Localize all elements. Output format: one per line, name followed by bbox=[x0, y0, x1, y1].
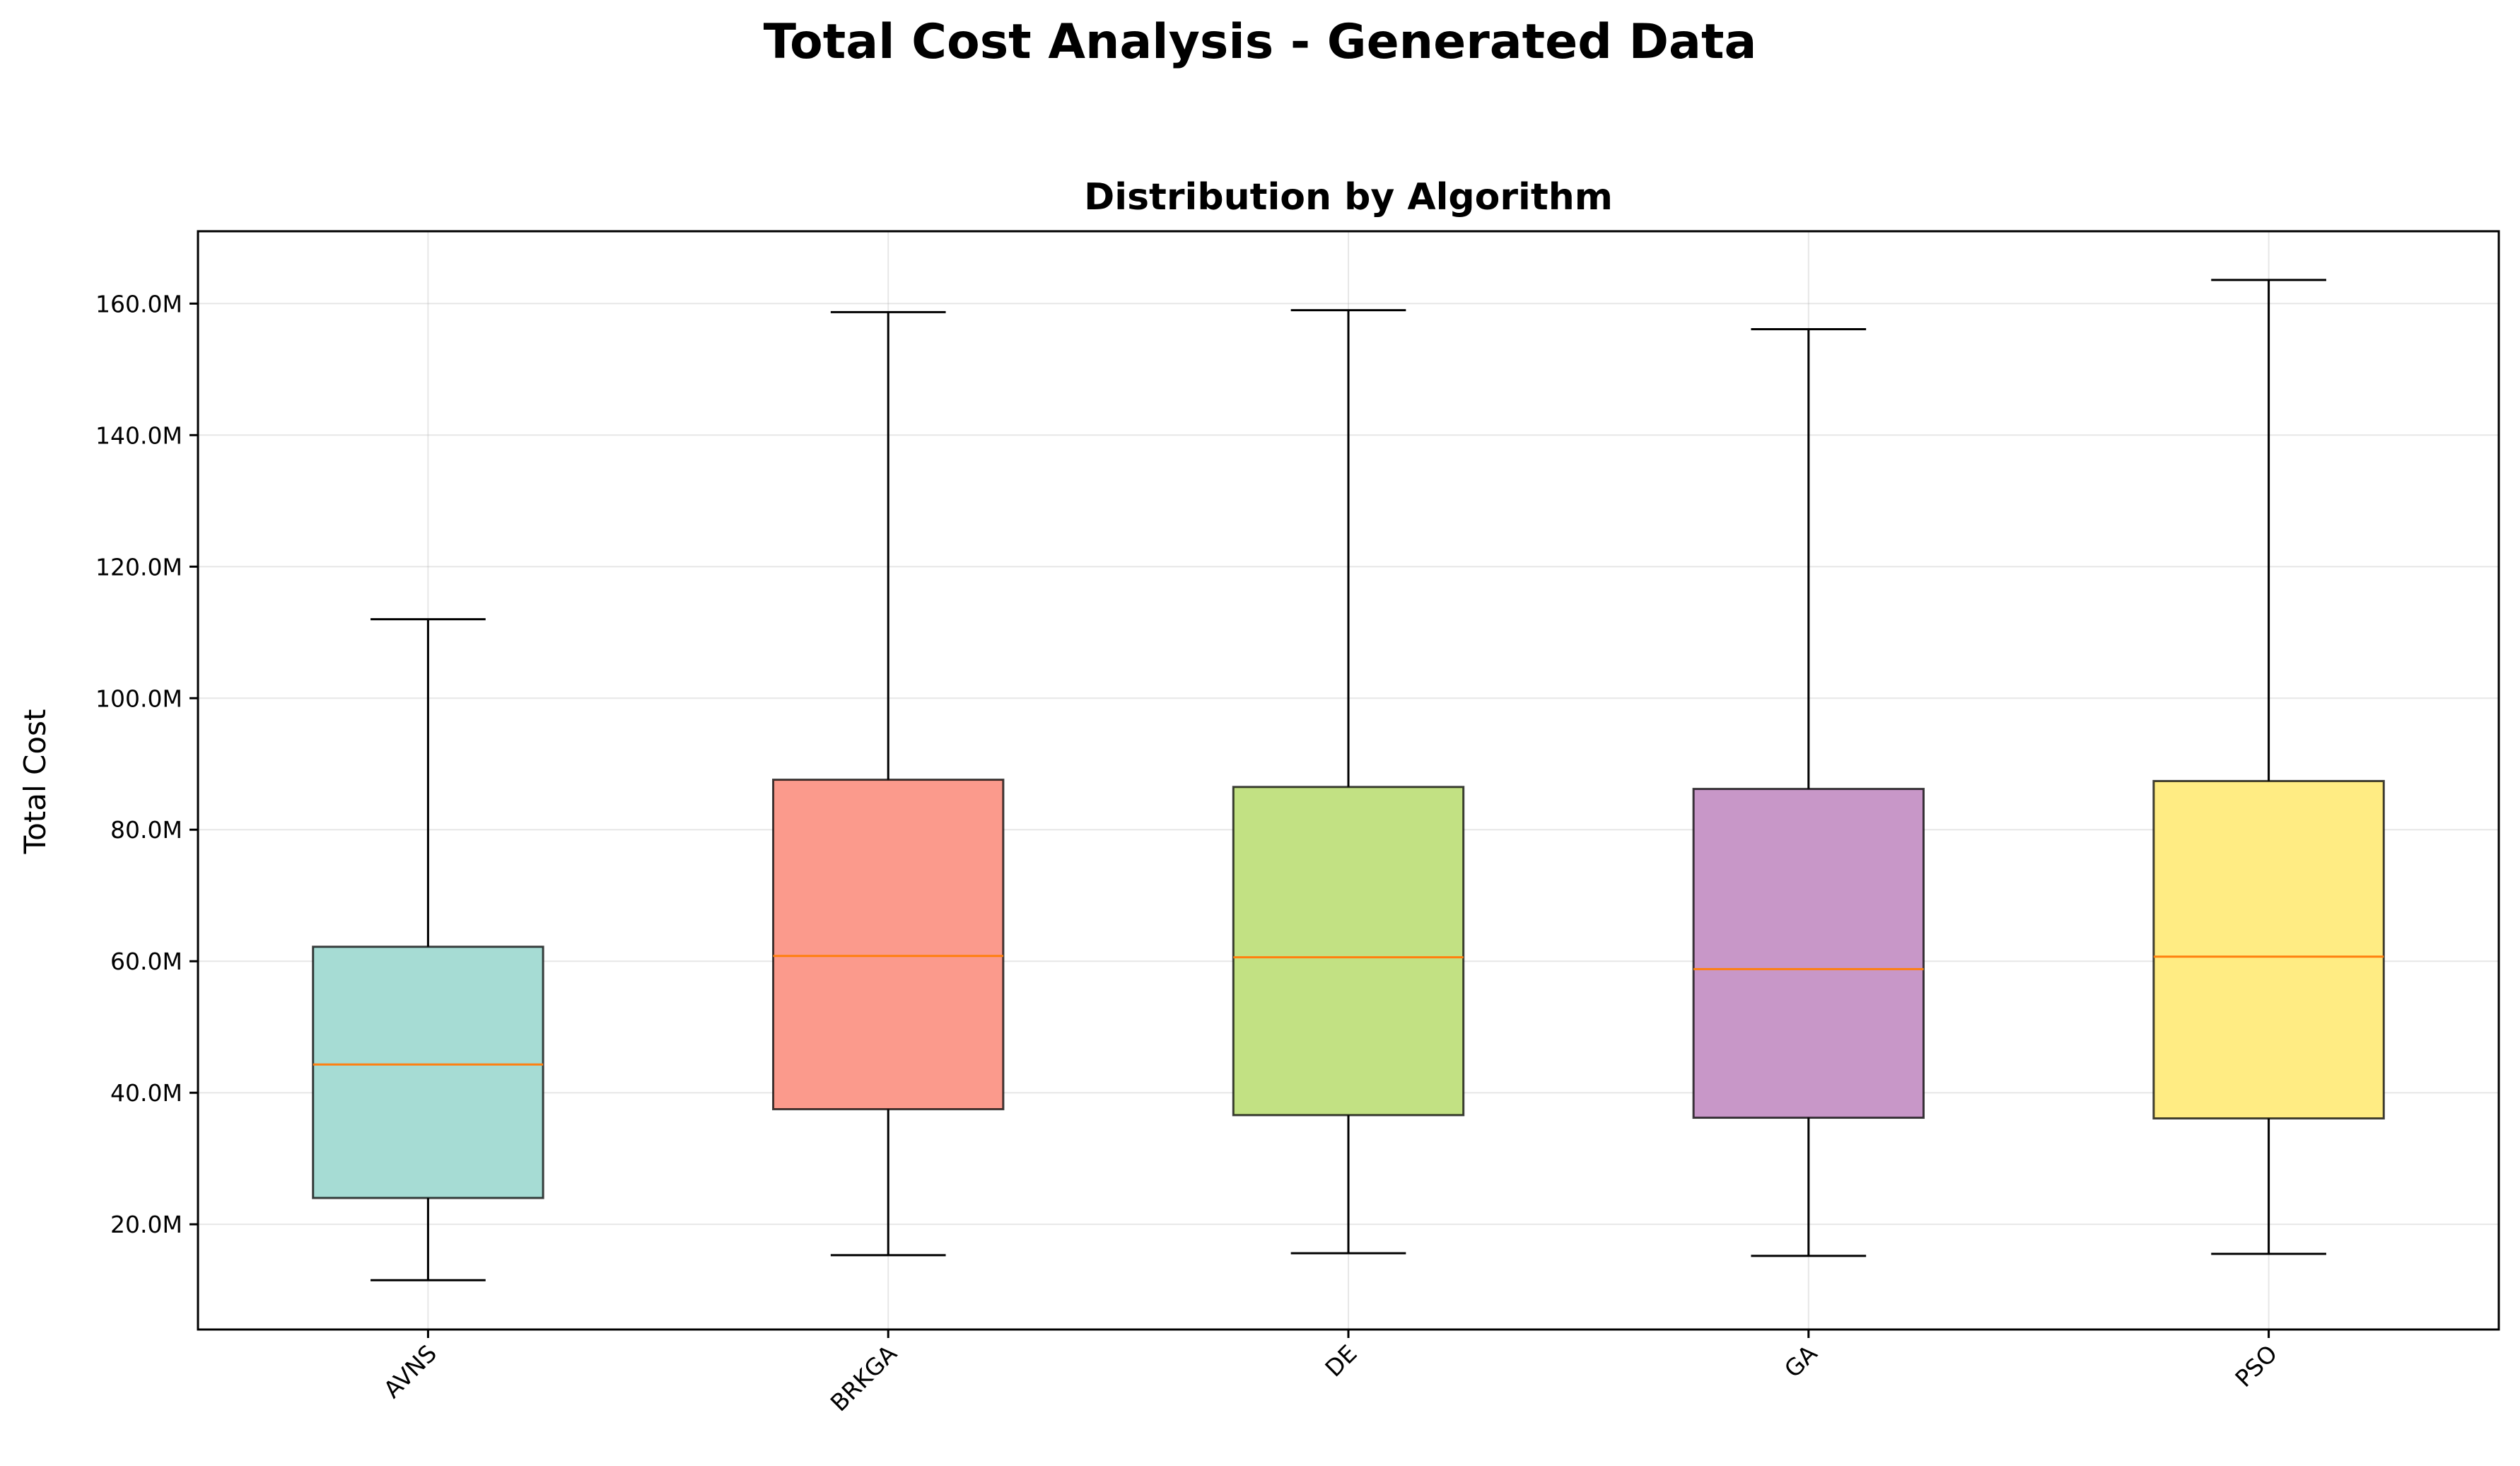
y-tick-label: 100.0M bbox=[95, 685, 182, 712]
y-axis-ticks: 20.0M 40.0M 60.0M 80.0M 100.0M 120.0M 140.0M 16… bbox=[95, 290, 198, 1238]
x-tick-label: BRKGA bbox=[825, 1339, 902, 1416]
iqr-box bbox=[1232, 786, 1465, 1117]
y-tick-label: 120.0M bbox=[95, 553, 182, 581]
x-tick-label: GA bbox=[1779, 1339, 1823, 1383]
plot-area-frame bbox=[197, 230, 2500, 1331]
chart-title: Distribution by Algorithm bbox=[1084, 176, 1613, 219]
box-series bbox=[312, 279, 2385, 1281]
figure-title: Total Cost Analysis - Generated Data bbox=[764, 14, 1757, 70]
y-tick-label: 60.0M bbox=[110, 948, 182, 975]
iqr-box bbox=[1692, 788, 1925, 1119]
iqr-box bbox=[772, 779, 1005, 1110]
x-axis-ticks: AVNS BRKGA DE GA PSO bbox=[378, 1330, 2282, 1416]
y-tick-label: 20.0M bbox=[110, 1211, 182, 1238]
box-pso bbox=[2152, 279, 2385, 1255]
iqr-box bbox=[312, 946, 544, 1199]
y-axis-label: Total Cost bbox=[18, 709, 52, 855]
iqr-box bbox=[2152, 779, 2385, 1119]
box-brkga bbox=[772, 310, 1005, 1257]
box-de bbox=[1232, 309, 1465, 1255]
y-tick-label: 160.0M bbox=[95, 290, 182, 318]
x-tick-label: DE bbox=[1319, 1339, 1362, 1382]
y-tick-label: 40.0M bbox=[110, 1079, 182, 1107]
x-tick-label: AVNS bbox=[378, 1339, 442, 1403]
y-tick-label: 80.0M bbox=[110, 816, 182, 844]
y-tick-label: 140.0M bbox=[95, 421, 182, 449]
box-avns bbox=[312, 618, 544, 1281]
x-tick-label: PSO bbox=[2229, 1339, 2282, 1392]
box-ga bbox=[1692, 328, 1925, 1257]
